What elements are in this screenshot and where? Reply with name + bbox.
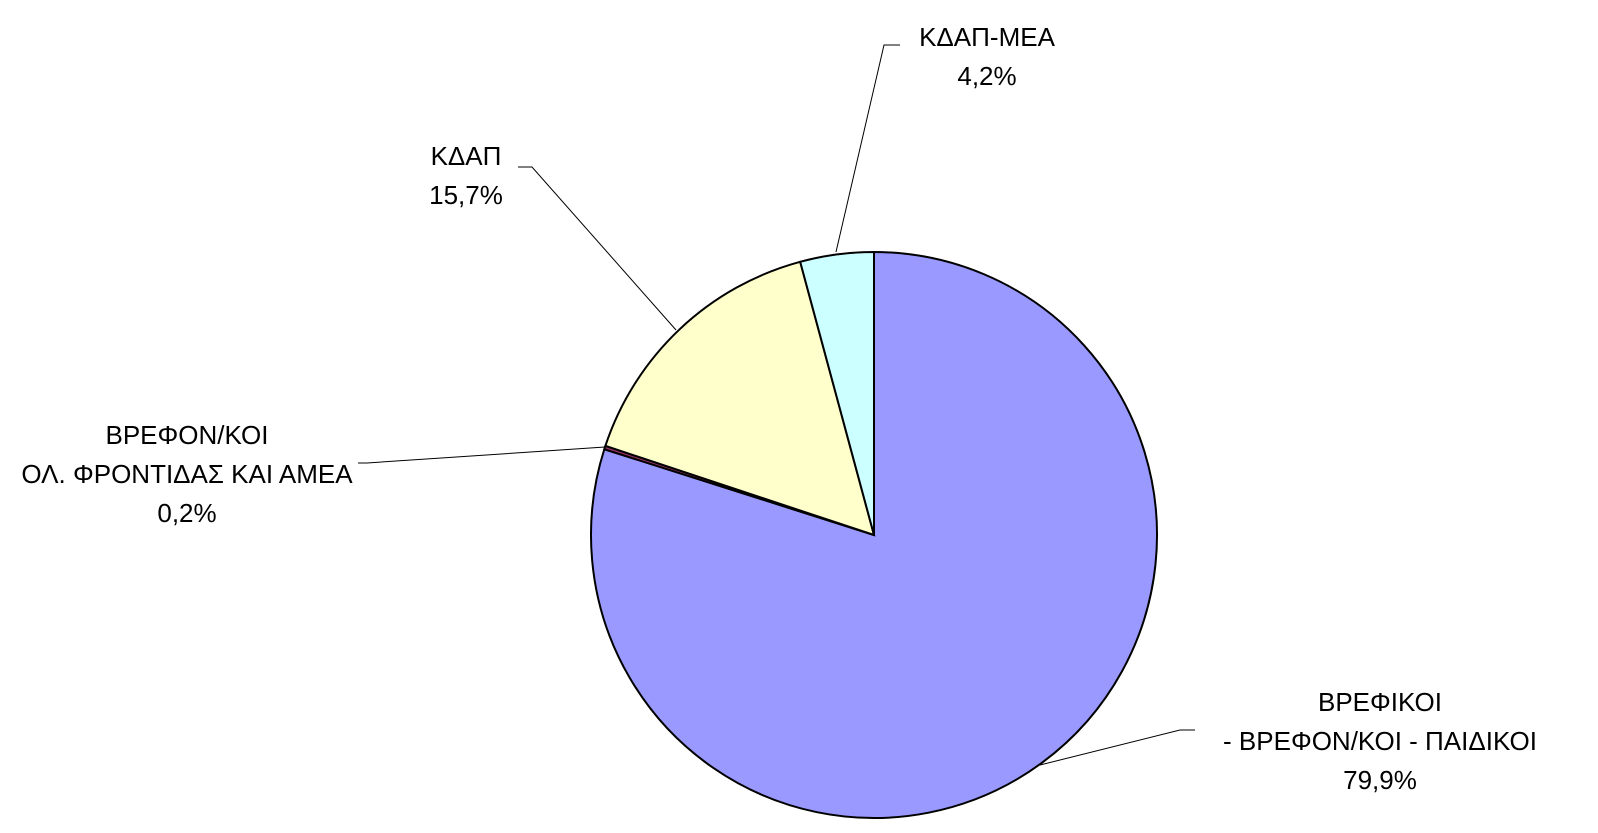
slice-value-label: 79,9%	[1343, 765, 1417, 795]
slice-label: ΚΔΑΠ	[431, 141, 502, 171]
slice-label: ΚΔΑΠ-ΜΕΑ	[919, 22, 1055, 52]
pie-slice	[604, 260, 876, 537]
leader-line	[835, 44, 900, 253]
slice-label: ΒΡΕΦΟΝ/ΚΟΙ ΟΛ. ΦΡΟΝΤΙΔΑΣ ΚΑΙ ΑΜΕΑ	[21, 420, 353, 489]
slice-value-label: 4,2%	[957, 61, 1016, 91]
slice-value-label: 15,7%	[429, 180, 503, 210]
slice-label: ΒΡΕΦΙΚΟΙ - ΒΡΕΦΟΝ/ΚΟΙ - ΠΑΙΔΙΚΟΙ	[1223, 687, 1537, 756]
leader-line	[518, 166, 677, 331]
slice-value-label: 0,2%	[157, 498, 216, 528]
leader-line	[358, 446, 606, 464]
pie-slice	[798, 250, 875, 536]
leader-line	[1039, 729, 1195, 766]
